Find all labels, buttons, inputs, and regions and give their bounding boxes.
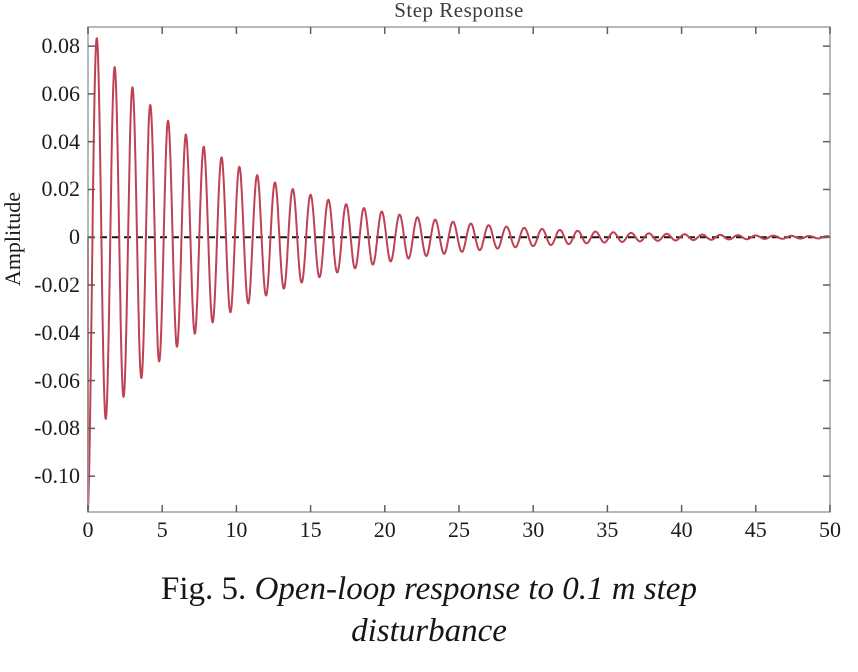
caption-text-line2: disturbance	[351, 613, 507, 649]
x-tick-label: 20	[373, 517, 396, 542]
y-tick-label: 0.08	[41, 33, 81, 59]
x-tick-label: 10	[225, 517, 248, 542]
y-tick-label: -0.04	[34, 319, 80, 345]
figure-caption: Fig. 5. Open-loop response to 0.1 m step…	[0, 568, 858, 652]
x-tick-label: 25	[448, 517, 470, 542]
y-tick-label: -0.08	[34, 415, 80, 441]
y-tick-label: 0.02	[41, 176, 81, 202]
plot-border	[87, 26, 831, 513]
x-tick-label: 0	[82, 517, 94, 542]
x-tick-label: 40	[670, 517, 693, 542]
response-curve	[87, 37, 831, 511]
y-tick-label: 0.06	[41, 80, 81, 106]
x-tick-label: 30	[522, 517, 545, 542]
y-tick-label: 0.04	[41, 128, 81, 154]
x-tick-label: 50	[819, 517, 841, 542]
y-tick-label: -0.02	[34, 272, 80, 298]
x-tick-label: 45	[744, 517, 767, 542]
x-tick-label: 35	[596, 517, 619, 542]
y-tick-label: -0.06	[34, 367, 80, 393]
caption-text-line1: Open-loop response to 0.1 m step	[254, 571, 697, 607]
x-tick-label: 15	[299, 517, 322, 542]
x-tick-label: 5	[156, 517, 168, 542]
caption-fig-label: Fig. 5.	[161, 571, 247, 607]
y-tick-label: -0.10	[34, 463, 80, 489]
chart-title: Step Response	[394, 0, 524, 22]
caption-line-1: Fig. 5. Open-loop response to 0.1 m step	[0, 568, 858, 610]
y-tick-label: 0	[69, 224, 80, 250]
